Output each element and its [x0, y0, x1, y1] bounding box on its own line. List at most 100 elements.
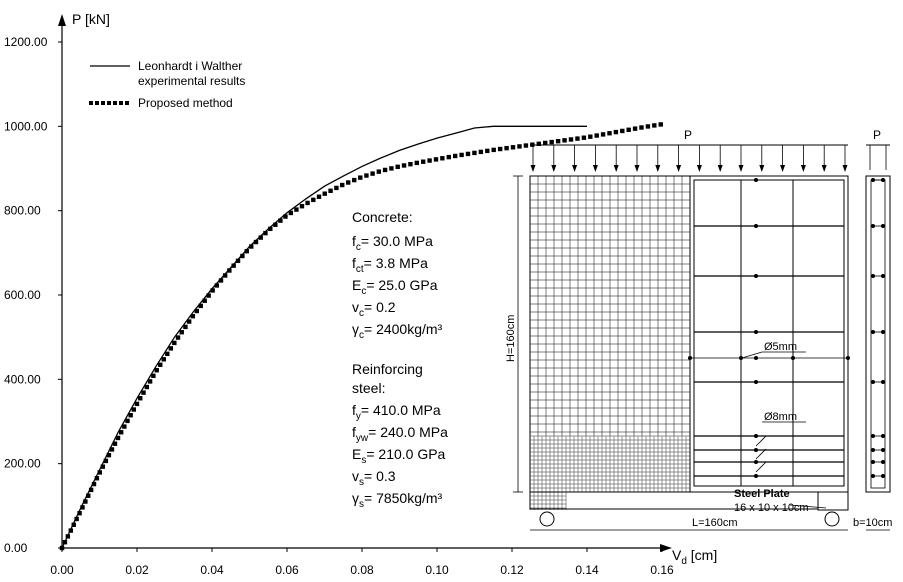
prop-Es: Es= 210.0 GPa: [352, 446, 446, 466]
series-point: [588, 134, 593, 139]
series-point: [244, 249, 249, 254]
series-point: [465, 151, 471, 157]
series-point: [408, 161, 413, 167]
x-tick-label: 0.08: [350, 563, 374, 577]
series-point: [235, 258, 241, 264]
y-tick-label: 0.00: [4, 541, 28, 555]
series-point: [151, 373, 156, 379]
series-point: [122, 424, 127, 429]
series-point: [536, 141, 541, 147]
series-point: [62, 539, 68, 545]
series-point: [376, 169, 382, 174]
legend-label-experimental-2: experimental results: [138, 74, 245, 88]
series-point: [158, 362, 163, 367]
x-tick-label: 0.12: [500, 563, 524, 577]
x-tick-label: 0.02: [125, 563, 149, 577]
series-point: [218, 278, 224, 283]
x-tick-label: 0.16: [650, 563, 674, 577]
series-point: [364, 173, 369, 178]
steel-title-1: Reinforcing: [352, 361, 423, 377]
series-point: [510, 145, 516, 150]
load-label: P: [684, 128, 692, 142]
plate-leader: [789, 504, 827, 509]
series-point: [497, 146, 503, 152]
series-point: [594, 133, 599, 138]
prop-fy: fy= 410.0 MPa: [352, 402, 441, 422]
series-point: [523, 143, 529, 148]
series-point: [94, 476, 100, 481]
series-point: [77, 510, 82, 516]
series-point: [194, 308, 199, 314]
series-point: [71, 522, 76, 527]
series-point: [446, 154, 451, 160]
material-properties: Concrete: fc= 30.0 MPa fct= 3.8 MPa Ec= …: [352, 209, 448, 510]
legend-label-proposed: Proposed method: [138, 96, 233, 110]
series-point: [305, 200, 310, 206]
support-left: [539, 511, 555, 527]
series-point: [389, 166, 394, 171]
prop-vc: vc= 0.2: [352, 299, 396, 319]
prop-gs: γs= 7850kg/m³: [352, 490, 443, 510]
y-tick-label: 1200.00: [4, 35, 48, 49]
series-point: [504, 145, 509, 151]
series-point: [420, 159, 426, 164]
series-point: [131, 407, 137, 412]
series-point: [165, 351, 170, 357]
series-point: [607, 131, 612, 136]
fe-mesh-extension: [529, 491, 567, 510]
plate-label-2: 16 x 10 x 10cm: [734, 502, 809, 514]
prop-gc: γc= 2400kg/m³: [352, 321, 443, 341]
prop-fc: fc= 30.0 MPa: [352, 233, 433, 253]
series-point: [440, 156, 445, 161]
length-label: L=160cm: [692, 517, 738, 529]
series-point: [316, 194, 322, 199]
series-point: [97, 470, 102, 475]
series-point: [240, 253, 245, 259]
series-point: [253, 239, 259, 245]
side-section-bars: [871, 178, 885, 478]
series-point: [639, 125, 644, 130]
steel-title-2: steel:: [352, 380, 385, 396]
series-point: [249, 244, 254, 249]
series-line-experimental: [61, 125, 587, 549]
series-point: [575, 136, 580, 141]
series-point: [83, 499, 88, 504]
series-point: [222, 273, 228, 278]
x-tick-label: 0.04: [200, 563, 224, 577]
series-point: [112, 441, 118, 446]
series-point: [645, 124, 651, 129]
series-point: [59, 545, 65, 551]
series-point: [433, 157, 439, 162]
series-point: [517, 144, 522, 149]
y-axis-arrow: [58, 14, 66, 26]
bar2-label: Ø8mm: [764, 411, 797, 423]
series-point: [543, 140, 548, 146]
y-tick-label: 800.00: [4, 204, 41, 218]
x-axis-label: Vd [cm]: [672, 547, 717, 567]
side-section-outline: [865, 175, 891, 493]
series-point: [485, 148, 490, 154]
series-point: [190, 314, 196, 319]
series-point: [179, 330, 184, 335]
prop-fct: fct= 3.8 MPa: [352, 255, 428, 275]
y-ticks: 0.00 200.00 400.00 600.00 800.00 1000.00 1200.…: [4, 35, 62, 555]
series-point: [427, 158, 432, 163]
prop-vs: vs= 0.3: [352, 468, 396, 488]
series-point: [358, 175, 363, 180]
y-axis-label: P [kN]: [72, 11, 110, 27]
series-point: [311, 197, 316, 203]
x-tick-label: 0.06: [275, 563, 299, 577]
series-point: [172, 340, 177, 346]
prop-fyw: fyw= 240.0 MPa: [352, 424, 448, 444]
series-point: [613, 129, 619, 135]
series-point: [183, 324, 188, 330]
series-point: [334, 185, 339, 191]
series-point: [202, 298, 207, 303]
series-point: [652, 123, 657, 128]
series-point: [258, 235, 263, 240]
series-point: [227, 268, 232, 273]
series-point: [549, 139, 554, 145]
series-point: [299, 204, 305, 209]
height-label: H=160cm: [505, 315, 517, 362]
x-tick-label: 0.10: [425, 563, 449, 577]
